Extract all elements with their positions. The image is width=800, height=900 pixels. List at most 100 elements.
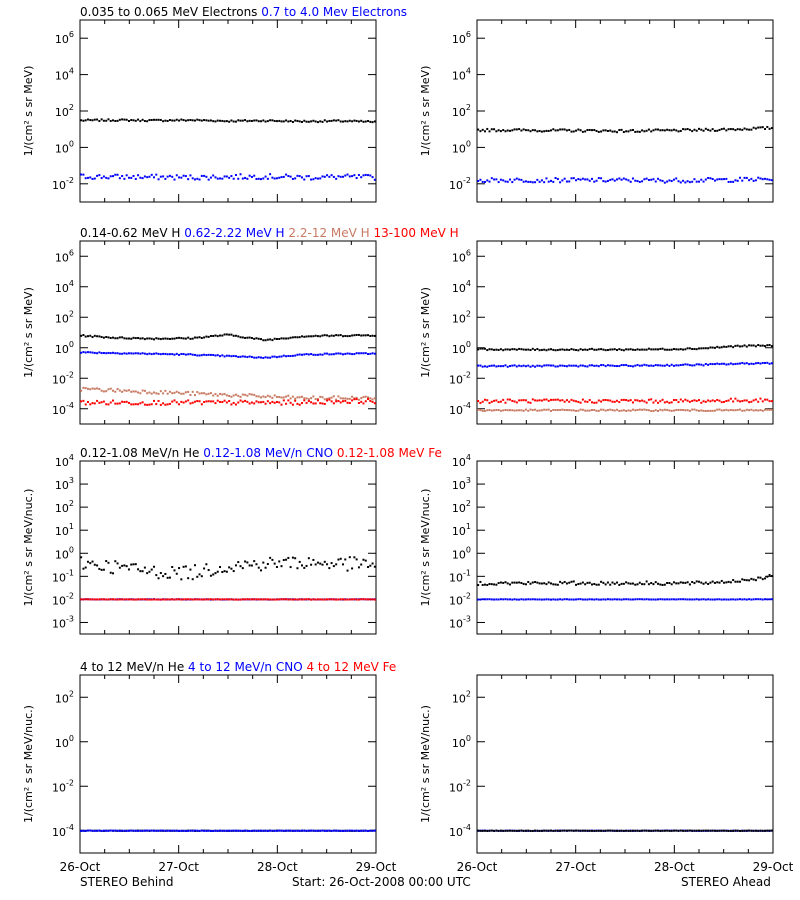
data-point — [604, 180, 607, 183]
data-point — [561, 598, 564, 601]
data-point — [559, 399, 562, 402]
y-tick-label: 100 — [55, 139, 74, 155]
data-point — [531, 347, 534, 350]
data-point — [314, 120, 317, 123]
data-point — [495, 583, 498, 586]
data-point — [761, 126, 764, 129]
y-tick-base: 10 — [55, 70, 69, 83]
data-point — [82, 173, 85, 176]
data-point — [559, 829, 562, 832]
data-point — [556, 583, 559, 586]
data-point — [301, 402, 303, 405]
data-point — [663, 583, 666, 586]
data-point — [162, 352, 165, 355]
y-tick-exponent: 3 — [466, 476, 471, 485]
data-point — [337, 352, 340, 355]
data-point — [579, 582, 582, 585]
data-point — [629, 365, 632, 368]
data-point — [239, 829, 242, 832]
data-point — [552, 128, 555, 131]
data-point — [520, 399, 523, 402]
y-tick-base: 10 — [52, 617, 66, 630]
data-point — [754, 598, 757, 601]
data-point — [495, 829, 498, 832]
data-point — [298, 829, 301, 832]
data-point — [499, 178, 502, 181]
data-point — [600, 598, 603, 601]
data-point — [561, 408, 564, 411]
data-point — [768, 178, 771, 181]
data-point — [647, 829, 650, 832]
data-point — [132, 829, 135, 832]
data-point — [373, 334, 376, 337]
data-point — [225, 829, 228, 832]
data-point — [670, 348, 673, 351]
data-point — [488, 582, 491, 585]
data-point — [540, 130, 543, 133]
data-point — [522, 128, 525, 131]
data-point — [711, 399, 714, 402]
y-tick-exponent: 2 — [466, 499, 471, 508]
y-tick-base: 10 — [52, 404, 66, 417]
data-point — [364, 334, 367, 337]
data-point — [159, 598, 162, 601]
data-point — [504, 180, 507, 183]
plot-frame — [476, 674, 774, 854]
data-point — [294, 354, 297, 357]
data-point — [364, 598, 367, 601]
data-point — [278, 119, 281, 122]
data-point — [743, 829, 746, 832]
data-point — [137, 403, 140, 406]
y-tick-label: 102 — [452, 499, 471, 515]
data-point — [289, 355, 292, 358]
data-point — [586, 129, 589, 132]
data-point — [736, 399, 739, 402]
data-point — [298, 120, 301, 123]
data-point — [643, 829, 646, 832]
y-tick-label: 102 — [55, 309, 74, 325]
data-point — [130, 352, 133, 355]
data-point — [187, 829, 190, 832]
data-point — [663, 408, 666, 411]
data-point — [260, 598, 263, 601]
data-point — [219, 829, 222, 832]
data-point — [764, 345, 767, 348]
data-point — [672, 178, 675, 181]
data-point — [629, 129, 632, 132]
data-point — [184, 337, 187, 340]
data-point — [741, 829, 744, 832]
data-point — [770, 345, 773, 348]
data-point — [123, 598, 126, 601]
data-point — [479, 364, 482, 367]
y-tick-exponent: -2 — [463, 370, 471, 379]
data-point — [483, 409, 486, 412]
data-point — [271, 558, 274, 561]
data-point — [663, 129, 666, 132]
y-tick-label: 10-3 — [449, 614, 471, 630]
data-point — [693, 582, 696, 585]
data-point — [606, 364, 609, 367]
data-point — [232, 829, 235, 832]
data-point — [593, 582, 596, 585]
data-point — [367, 598, 370, 601]
data-point — [360, 563, 363, 566]
data-point — [545, 364, 548, 367]
data-point — [257, 566, 260, 569]
y-tick-label: 10-1 — [449, 568, 471, 584]
data-point — [228, 400, 231, 403]
data-point — [486, 365, 489, 368]
data-point — [209, 598, 212, 601]
data-point — [620, 398, 623, 401]
data-point — [196, 829, 199, 832]
data-point — [221, 354, 224, 357]
data-point — [579, 364, 582, 367]
data-point — [127, 120, 130, 123]
data-point — [187, 577, 190, 580]
data-point — [502, 129, 505, 132]
data-point — [118, 598, 121, 601]
data-point — [237, 335, 240, 338]
data-point — [768, 408, 771, 411]
data-point — [91, 598, 94, 601]
data-point — [531, 398, 534, 401]
data-point — [631, 401, 634, 404]
